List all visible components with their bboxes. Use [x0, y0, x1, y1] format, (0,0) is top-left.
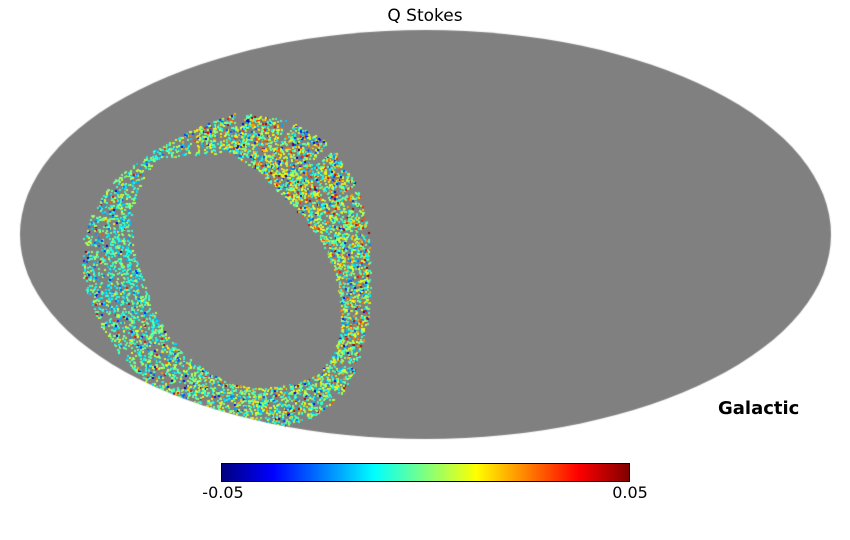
- colorbar: [221, 463, 630, 482]
- chart-title: Q Stokes: [387, 6, 463, 26]
- colorbar-max-tick-label: 0.05: [612, 483, 648, 502]
- colorbar-min-tick-label: -0.05: [202, 483, 244, 502]
- coordinate-system-label: Galactic: [718, 398, 800, 419]
